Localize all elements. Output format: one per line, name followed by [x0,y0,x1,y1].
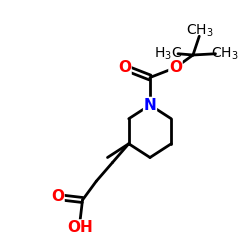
Text: CH$_3$: CH$_3$ [186,22,214,39]
Text: CH$_3$: CH$_3$ [211,46,239,62]
Text: O: O [51,189,64,204]
Text: H$_3$C: H$_3$C [154,46,182,62]
Text: OH: OH [67,220,93,235]
Text: O: O [169,60,182,75]
Text: O: O [118,60,131,75]
Text: N: N [144,98,156,112]
